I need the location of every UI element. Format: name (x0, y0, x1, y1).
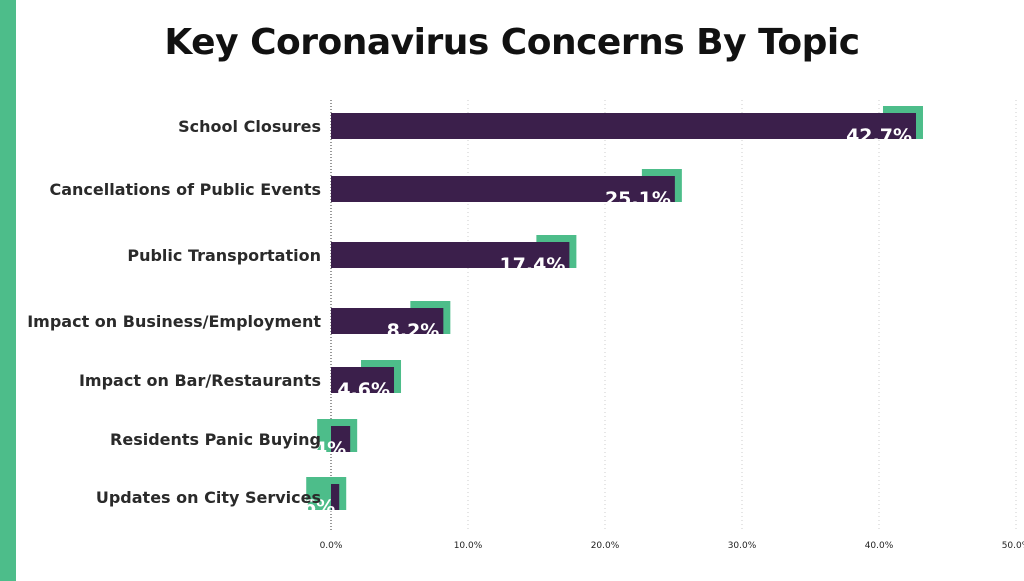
bar (331, 113, 916, 139)
category-label: Residents Panic Buying (110, 430, 321, 449)
category-label: Public Transportation (127, 246, 321, 265)
bar (331, 308, 444, 334)
bar-value-label: 4.6% (337, 379, 390, 401)
bar (331, 242, 570, 268)
bar-value-label: 8.2% (387, 320, 440, 342)
x-tick-label: 0.0% (320, 541, 343, 551)
category-label: Updates on City Services (96, 488, 321, 507)
bar (331, 484, 340, 510)
category-label: School Closures (178, 117, 321, 136)
x-tick-label: 30.0% (728, 541, 757, 551)
bar (331, 176, 675, 202)
bar-value-label: 0.6% (283, 496, 336, 518)
bar-value-label: 17.4% (499, 254, 565, 276)
x-tick-label: 10.0% (454, 541, 483, 551)
category-label: Cancellations of Public Events (49, 180, 321, 199)
x-tick-label: 20.0% (591, 541, 620, 551)
x-tick-label: 50.0% (1002, 541, 1024, 551)
bar (331, 426, 351, 452)
bar-shadow (306, 477, 347, 510)
category-label: Impact on Bar/Restaurants (79, 371, 321, 390)
bar-value-label: 1.4% (293, 438, 346, 460)
category-label: Impact on Business/Employment (27, 312, 321, 331)
chart-title: Key Coronavirus Concerns By Topic (164, 22, 860, 63)
bar (331, 367, 395, 393)
bar-value-label: 25.1% (605, 188, 671, 210)
accent-stripe (0, 0, 16, 581)
bar-value-label: 42.7% (846, 125, 912, 147)
x-tick-label: 40.0% (865, 541, 894, 551)
